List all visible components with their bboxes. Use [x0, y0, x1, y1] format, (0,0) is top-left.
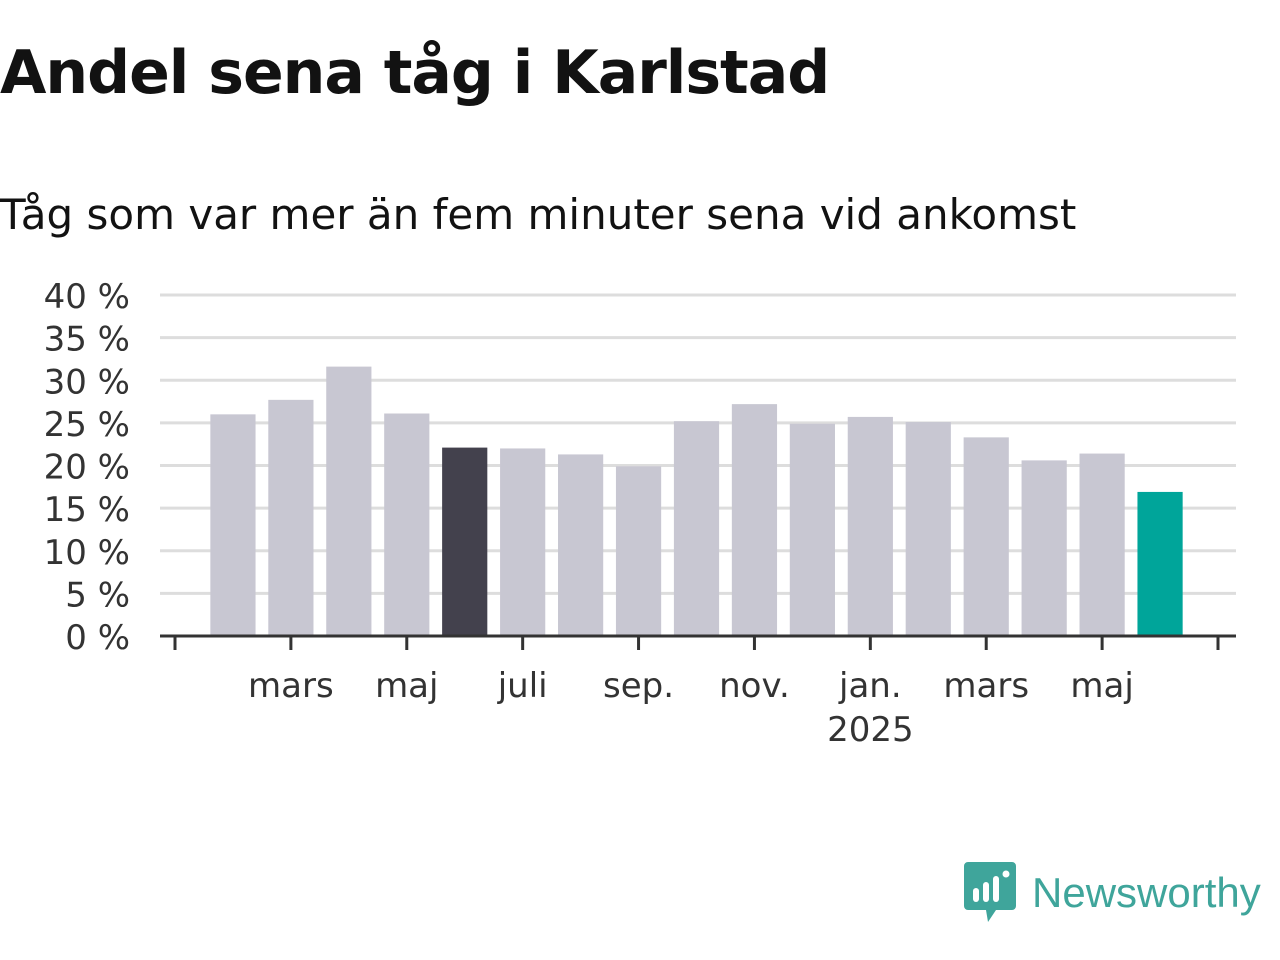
logo-wordmark: Newsworthy	[1032, 869, 1261, 916]
y-tick-label: 0 %	[65, 618, 130, 658]
x-tick-label: mars	[943, 666, 1029, 706]
bar-2024-09	[615, 466, 662, 636]
bar-chart: 0 %5 %10 %15 %20 %25 %30 %35 %40 % mars m…	[44, 277, 1236, 750]
x-tick-label: jan.	[838, 666, 902, 706]
chart-subtitle: Tåg som var mer än fem minuter sena vid …	[0, 190, 1077, 239]
bar-2025-03	[963, 437, 1009, 636]
x-tick-label: maj	[375, 666, 438, 706]
y-tick-label: 25 %	[44, 405, 130, 445]
y-tick-label: 40 %	[44, 277, 130, 317]
y-tick-label: 10 %	[44, 533, 130, 573]
y-axis-tick-labels: 0 %5 %10 %15 %20 %25 %30 %35 %40 %	[44, 277, 130, 658]
chart-title: Andel sena tåg i Karlstad	[0, 38, 830, 108]
bar-2024-12	[789, 423, 835, 636]
x-axis-tick-labels: mars maj juli sep. nov. jan.2025 mars maj	[248, 666, 1134, 750]
x-tick-label: juli	[497, 666, 548, 706]
bar-2024-03	[268, 399, 314, 636]
y-tick-label: 5 %	[65, 575, 130, 615]
y-tick-label: 30 %	[44, 362, 130, 402]
bar-2024-11	[731, 404, 778, 636]
bar-2025-04	[1021, 460, 1067, 636]
x-axis	[160, 634, 1236, 650]
bar-2024-02	[210, 414, 256, 636]
bar-2024-05	[384, 413, 430, 636]
bar-2025-02	[905, 422, 951, 636]
bar-2024-07	[500, 448, 546, 636]
newsworthy-logo: Newsworthy	[964, 862, 1261, 924]
bar-2024-10	[673, 421, 720, 636]
newsworthy-logo-icon	[964, 862, 1016, 922]
bar-2025-01	[847, 416, 893, 636]
y-tick-label: 35 %	[44, 320, 130, 360]
bars	[210, 366, 1183, 636]
bar-2024-04	[326, 366, 372, 636]
x-tick-label: nov.	[719, 666, 790, 706]
bar-2024-08	[558, 454, 604, 636]
x-tick-label: mars	[248, 666, 334, 706]
x-tick-label: maj	[1070, 666, 1133, 706]
bar-2025-05	[1079, 453, 1125, 636]
bar-2024-06	[442, 447, 488, 636]
y-tick-label: 20 %	[44, 448, 130, 488]
x-tick-sublabel: 2025	[827, 710, 914, 750]
bar-2025-06	[1137, 491, 1183, 636]
y-tick-label: 15 %	[44, 490, 130, 530]
x-tick-label: sep.	[603, 666, 674, 706]
